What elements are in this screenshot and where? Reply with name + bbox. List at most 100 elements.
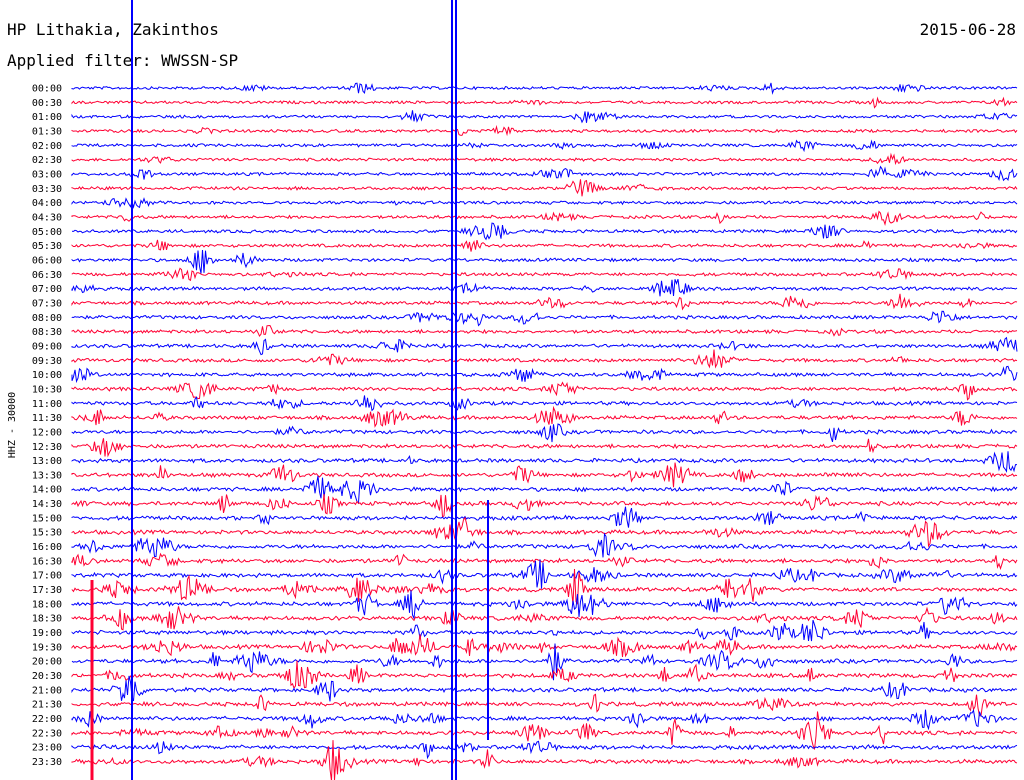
row-time-label: 16:30 bbox=[32, 556, 62, 567]
trace-line bbox=[71, 516, 1018, 548]
row-time-label: 02:30 bbox=[32, 155, 62, 166]
trace-line bbox=[71, 559, 1018, 589]
row-time-label: 21:30 bbox=[32, 700, 62, 711]
row-time-label: 13:30 bbox=[32, 470, 62, 481]
row-time-label: 01:30 bbox=[32, 126, 62, 137]
row-time-label: 20:30 bbox=[32, 671, 62, 682]
trace-line bbox=[71, 643, 1018, 681]
row-time-label: 08:00 bbox=[32, 313, 62, 324]
trace-line bbox=[71, 82, 1018, 95]
row-time-label: 00:30 bbox=[32, 98, 62, 109]
trace-line bbox=[71, 365, 1018, 384]
row-time-label: 07:00 bbox=[32, 284, 62, 295]
row-time-label: 18:30 bbox=[32, 614, 62, 625]
row-time-label: 12:00 bbox=[32, 427, 62, 438]
trace-line bbox=[71, 494, 1018, 518]
trace-line bbox=[71, 310, 1018, 327]
date-label: 2015-06-28 bbox=[919, 20, 1016, 39]
trace-line bbox=[71, 634, 1018, 658]
row-time-label: 07:30 bbox=[32, 298, 62, 309]
trace-line bbox=[71, 395, 1018, 412]
row-time-label: 12:30 bbox=[32, 442, 62, 453]
row-time-label: 03:00 bbox=[32, 169, 62, 180]
trace-line bbox=[71, 381, 1018, 401]
trace-line bbox=[71, 475, 1018, 504]
trace-line bbox=[71, 96, 1018, 109]
trace-line bbox=[71, 740, 1018, 780]
row-time-label: 15:00 bbox=[32, 513, 62, 524]
row-time-label: 03:30 bbox=[32, 184, 62, 195]
row-time-label: 10:00 bbox=[32, 370, 62, 381]
row-time-label: 21:00 bbox=[32, 685, 62, 696]
trace-line bbox=[71, 423, 1018, 443]
trace-line bbox=[71, 210, 1018, 227]
trace-line bbox=[71, 552, 1018, 571]
row-time-label: 18:00 bbox=[32, 599, 62, 610]
station-title: HP Lithakia, Zakinthos bbox=[7, 20, 219, 39]
trace-line bbox=[71, 590, 1018, 621]
y-axis-label: HHZ - 30000 bbox=[7, 392, 18, 458]
trace-line bbox=[71, 239, 1018, 252]
trace-line bbox=[71, 740, 1018, 760]
filter-label: Applied filter: WWSSN-SP bbox=[7, 51, 239, 70]
row-time-label: 09:00 bbox=[32, 341, 62, 352]
row-time-label: 20:00 bbox=[32, 657, 62, 668]
trace-line bbox=[71, 619, 1018, 642]
trace-line bbox=[71, 568, 1018, 606]
row-time-label: 05:00 bbox=[32, 227, 62, 238]
trace-line bbox=[71, 124, 1018, 137]
row-time-label: 08:30 bbox=[32, 327, 62, 338]
trace-line bbox=[71, 693, 1018, 717]
row-time-label: 09:30 bbox=[32, 356, 62, 367]
trace-line bbox=[71, 462, 1018, 488]
row-time-label: 04:30 bbox=[32, 212, 62, 223]
trace-line bbox=[71, 324, 1018, 338]
row-time-label: 15:30 bbox=[32, 528, 62, 539]
trace-line bbox=[71, 438, 1018, 458]
row-time-label: 23:30 bbox=[32, 757, 62, 768]
row-time-label: 17:30 bbox=[32, 585, 62, 596]
trace-line bbox=[71, 293, 1018, 311]
row-time-label: 11:00 bbox=[32, 399, 62, 410]
row-time-label: 19:00 bbox=[32, 628, 62, 639]
trace-line bbox=[71, 179, 1018, 197]
trace-line bbox=[71, 532, 1018, 558]
row-time-label: 16:00 bbox=[32, 542, 62, 553]
row-time-label: 14:30 bbox=[32, 499, 62, 510]
row-time-label: 00:00 bbox=[32, 84, 62, 95]
row-time-label: 05:30 bbox=[32, 241, 62, 252]
trace-line bbox=[71, 660, 1018, 690]
trace-line bbox=[71, 267, 1018, 282]
row-time-label: 19:30 bbox=[32, 642, 62, 653]
row-time-label: 02:00 bbox=[32, 141, 62, 152]
row-time-label: 11:30 bbox=[32, 413, 62, 424]
trace-line bbox=[71, 152, 1018, 166]
trace-line bbox=[71, 606, 1018, 631]
trace-line bbox=[71, 279, 1018, 297]
trace-line bbox=[71, 675, 1018, 702]
row-time-label: 14:00 bbox=[32, 485, 62, 496]
trace-line bbox=[71, 165, 1018, 182]
trace-line bbox=[71, 336, 1018, 356]
trace-line bbox=[71, 139, 1018, 153]
row-time-label: 23:00 bbox=[32, 743, 62, 754]
trace-line bbox=[71, 711, 1018, 750]
row-time-label: 17:00 bbox=[32, 571, 62, 582]
trace-line bbox=[71, 708, 1018, 731]
trace-line bbox=[71, 451, 1017, 473]
row-time-label: 22:00 bbox=[32, 714, 62, 725]
row-time-label: 10:30 bbox=[32, 384, 62, 395]
row-time-label: 06:00 bbox=[32, 255, 62, 266]
trace-line bbox=[71, 405, 1018, 428]
trace-line bbox=[71, 110, 1018, 124]
row-time-label: 01:00 bbox=[32, 112, 62, 123]
trace-line bbox=[71, 349, 1018, 369]
trace-line bbox=[71, 222, 1018, 241]
row-time-label: 13:00 bbox=[32, 456, 62, 467]
row-time-label: 22:30 bbox=[32, 728, 62, 739]
trace-line bbox=[71, 197, 1018, 210]
row-time-label: 06:30 bbox=[32, 270, 62, 281]
trace-line bbox=[71, 506, 1018, 528]
row-time-label: 04:00 bbox=[32, 198, 62, 209]
